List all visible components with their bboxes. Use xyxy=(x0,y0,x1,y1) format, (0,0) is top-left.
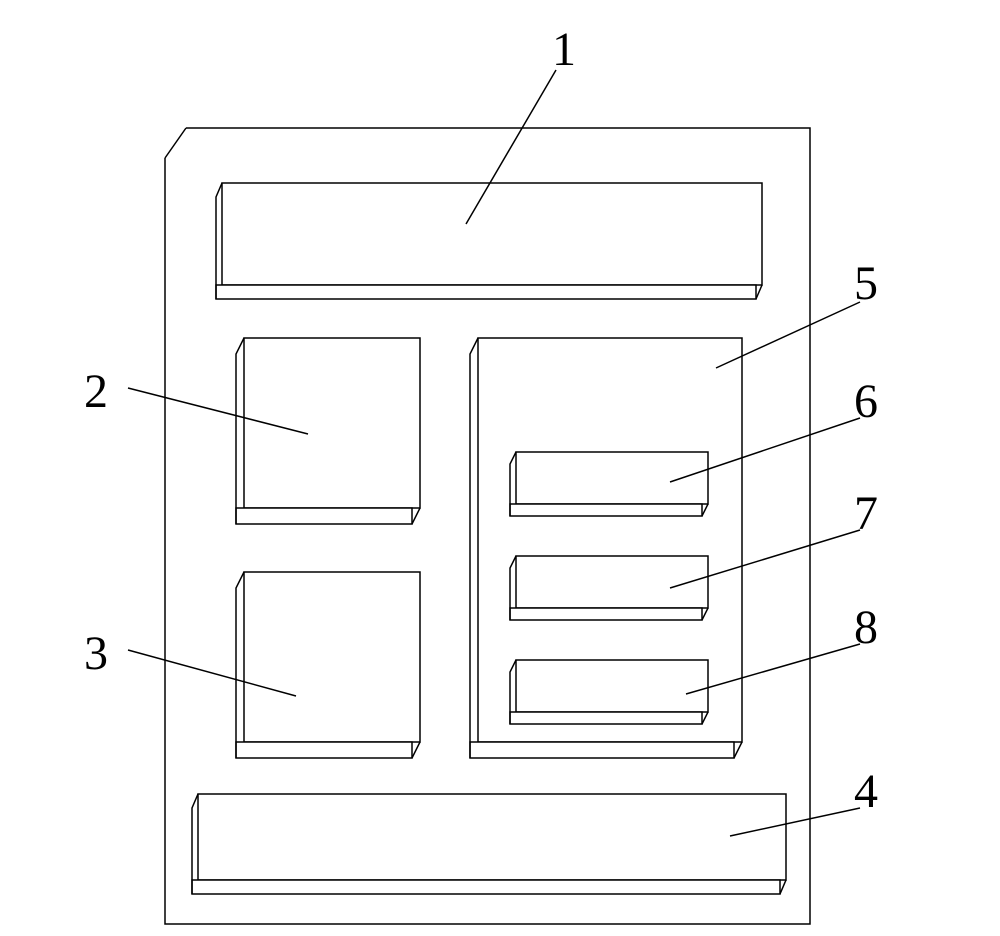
callout-label-1: 1 xyxy=(552,22,576,77)
callout-label-6: 6 xyxy=(854,374,878,429)
callout-label-4: 4 xyxy=(854,764,878,819)
callout-label-3: 3 xyxy=(84,626,108,681)
callout-label-8: 8 xyxy=(854,600,878,655)
callout-label-5: 5 xyxy=(854,256,878,311)
diagram-svg xyxy=(0,0,1000,936)
callout-label-7: 7 xyxy=(854,486,878,541)
callout-label-2: 2 xyxy=(84,364,108,419)
